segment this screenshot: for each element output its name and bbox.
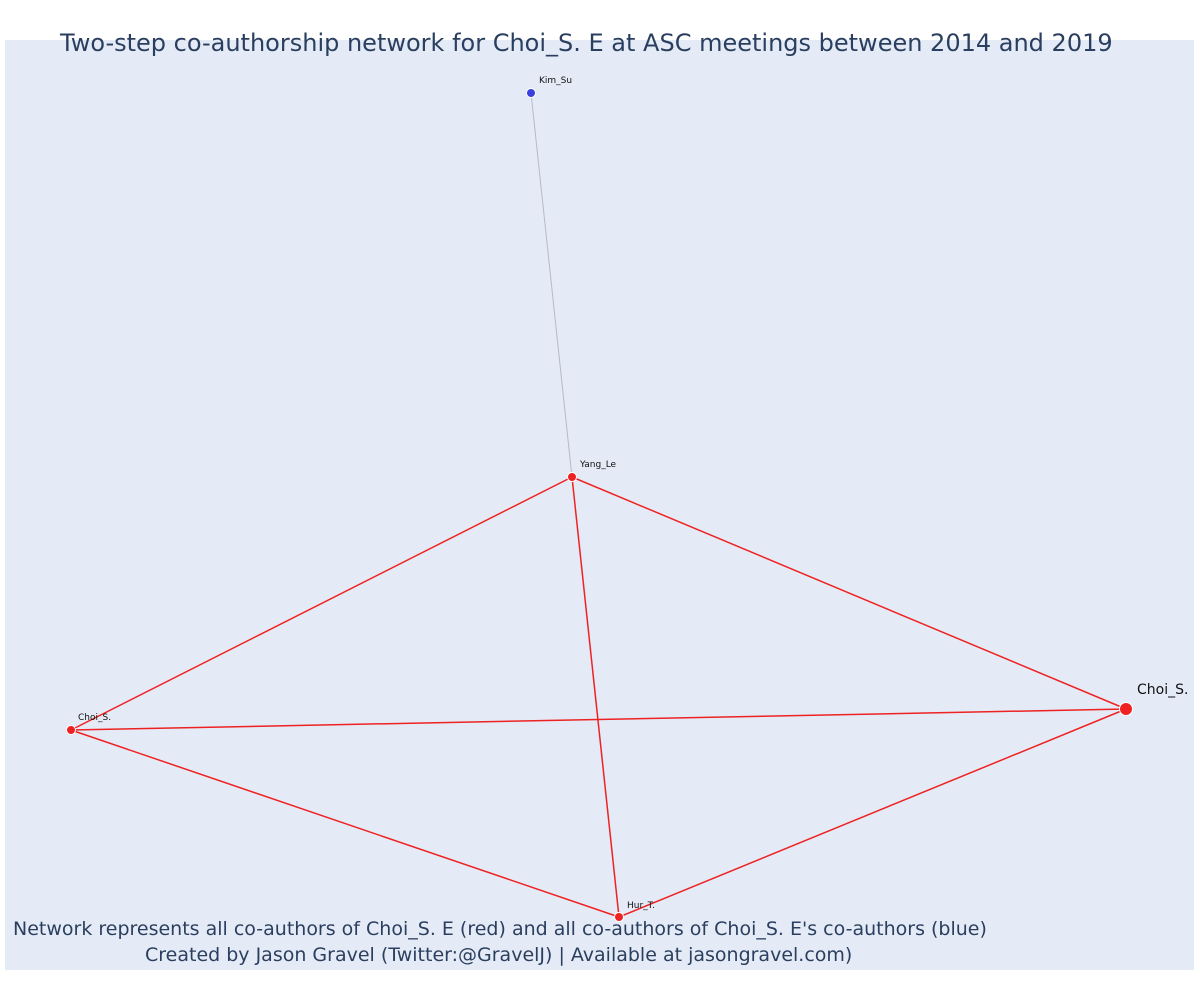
- node-label-hur: Hur_T.: [627, 901, 655, 911]
- node-yang[interactable]: [567, 472, 577, 482]
- caption-line-2: Created by Jason Gravel (Twitter:@Gravel…: [145, 944, 853, 966]
- edge-kim-yang: [530, 92, 573, 478]
- plot-area: [5, 40, 1194, 970]
- edge-layer: [70, 92, 1127, 918]
- node-choi_ego[interactable]: [1119, 702, 1133, 716]
- edge-yang-choi_ego: [571, 476, 1127, 710]
- edge-choi2-choi_ego: [70, 708, 1127, 731]
- node-choi2[interactable]: [66, 725, 76, 735]
- label-layer: Kim_Su Yang_Le Choi_S. Choi_S. Hur_T.: [78, 76, 1188, 911]
- chart-title: Two-step co-authorship network for Choi_…: [60, 29, 1113, 57]
- caption-line-1: Network represents all co-authors of Cho…: [13, 918, 987, 940]
- node-kim[interactable]: [526, 88, 536, 98]
- edge-choi2-hur: [70, 729, 620, 918]
- node-label-choi_ego: Choi_S.: [1137, 682, 1188, 698]
- node-layer: [66, 88, 1133, 922]
- node-label-choi2: Choi_S.: [78, 713, 111, 723]
- edge-yang-hur: [571, 476, 620, 918]
- edge-hur-choi_ego: [618, 708, 1127, 918]
- node-label-kim: Kim_Su: [539, 76, 572, 86]
- node-label-yang: Yang_Le: [579, 460, 617, 470]
- node-hur[interactable]: [614, 912, 624, 922]
- edge-yang-choi2: [70, 476, 573, 731]
